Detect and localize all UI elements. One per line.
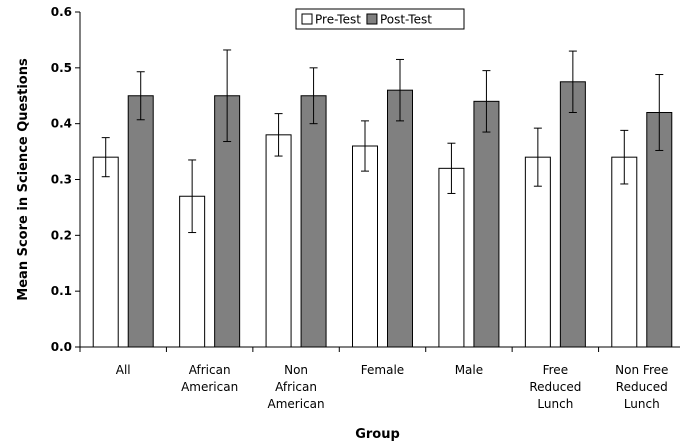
x-axis-category-labels: All African American Non African American Fema… — [116, 363, 669, 411]
error-bar — [361, 120, 369, 172]
error-bar — [188, 159, 197, 234]
chart-legend: Pre-Test Post-Test — [295, 8, 465, 30]
error-bar — [396, 58, 404, 122]
x-category-label: Non African American — [268, 363, 325, 411]
y-tick-label: 0.4 — [51, 117, 72, 131]
legend-swatch-post-test — [366, 13, 378, 25]
bar-post-test — [127, 95, 154, 348]
x-category-label: Non Free Reduced Lunch — [615, 363, 668, 411]
bar-pre-test — [352, 145, 378, 348]
error-bar — [309, 67, 318, 125]
error-bars-group — [101, 49, 664, 234]
y-axis-ticks: 0.0 0.1 0.2 0.3 0.4 0.5 0.6 — [51, 5, 600, 354]
bar-pre-test — [92, 156, 119, 348]
y-tick-label: 0.5 — [51, 61, 72, 75]
error-bar — [101, 137, 110, 178]
x-category-label: Female — [361, 363, 404, 377]
error-bar — [655, 74, 664, 151]
y-tick-label: 0.1 — [51, 284, 72, 298]
bar-pre-test — [611, 156, 638, 348]
y-axis-title: Mean Score in Science Questions — [16, 58, 31, 301]
bars-group — [92, 81, 673, 348]
error-bar — [223, 49, 232, 143]
x-category-label: African American — [181, 363, 238, 394]
x-category-label: Free Reduced Lunch — [529, 363, 581, 411]
error-bar — [533, 127, 542, 187]
legend-label-post-test: Post-Test — [380, 13, 432, 27]
bar-post-test — [473, 100, 500, 348]
legend-box — [295, 8, 465, 30]
y-tick-label: 0.0 — [51, 340, 72, 354]
error-bar — [568, 50, 577, 113]
error-bar — [274, 113, 283, 157]
y-tick-label: 0.6 — [51, 5, 72, 19]
error-bar — [620, 129, 629, 185]
bar-pre-test — [524, 156, 551, 348]
y-tick-label: 0.3 — [51, 173, 72, 187]
bar-post-test — [300, 95, 327, 348]
legend-swatch-pre-test — [301, 13, 313, 25]
x-axis-title: Group — [355, 427, 400, 442]
error-bar — [447, 142, 456, 194]
error-bar — [482, 70, 491, 133]
error-bar — [136, 71, 145, 121]
bar-pre-test — [438, 167, 465, 348]
x-category-label: All — [116, 363, 131, 377]
x-category-label: Male — [455, 363, 483, 377]
legend-label-pre-test: Pre-Test — [315, 13, 361, 27]
y-tick-label: 0.2 — [51, 228, 72, 242]
bar-post-test — [387, 89, 413, 348]
bar-post-test — [559, 81, 586, 348]
bar-pre-test — [265, 134, 292, 348]
